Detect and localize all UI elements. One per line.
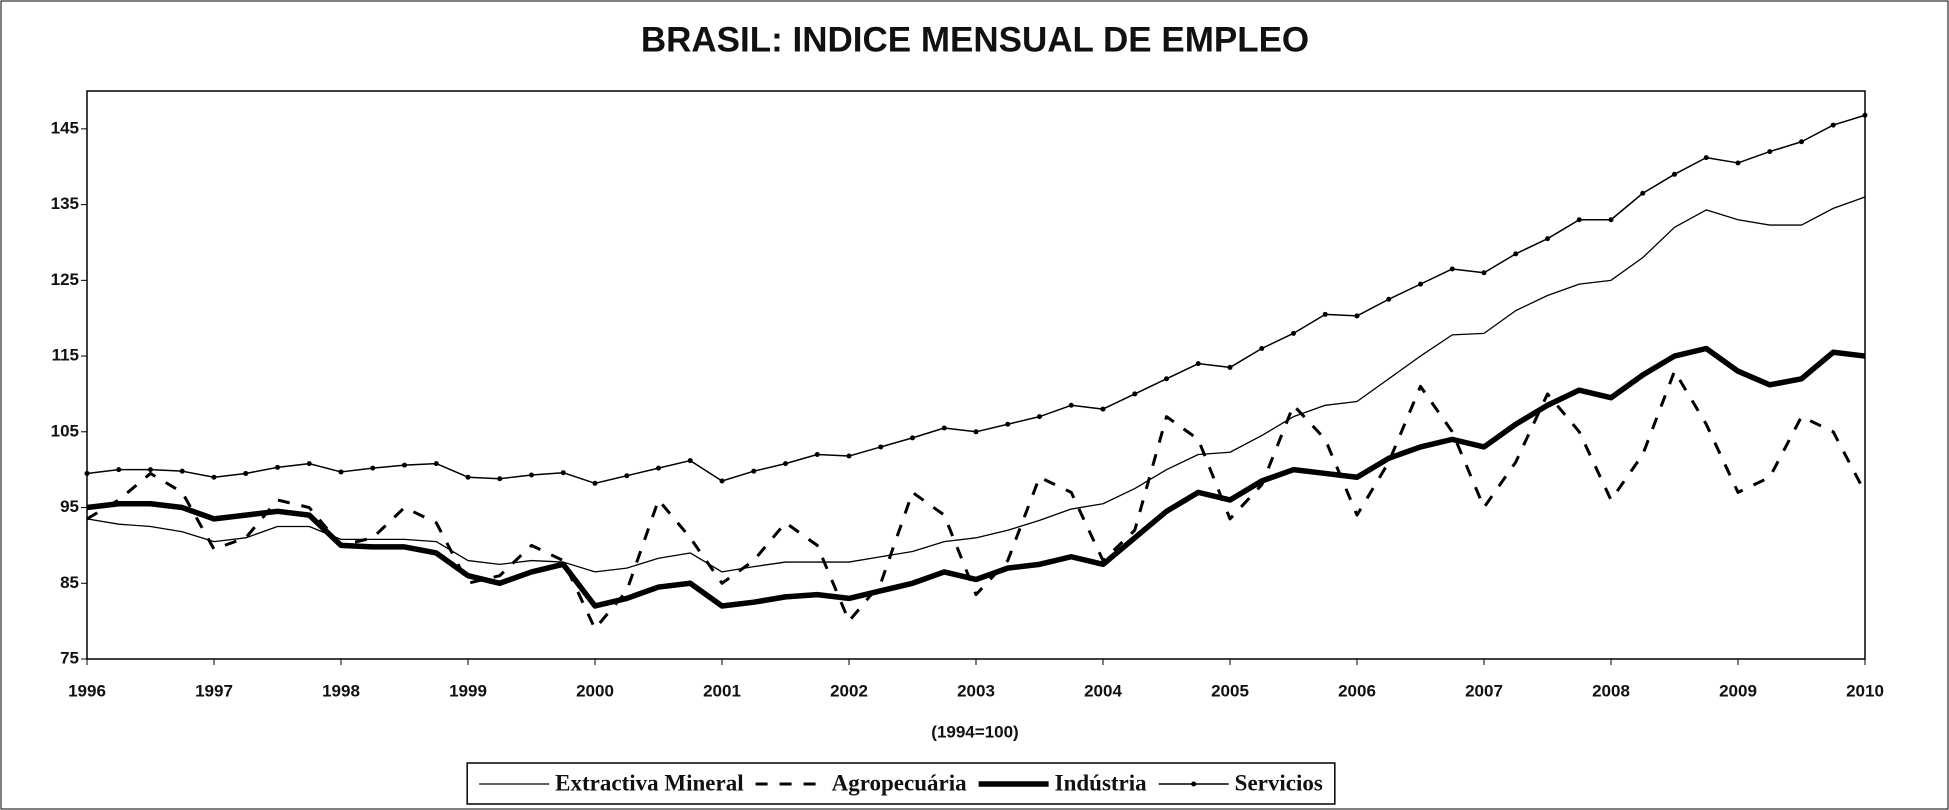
point-marker: [1830, 122, 1836, 128]
point-marker: [338, 469, 344, 475]
x-tick-label: 2002: [830, 681, 868, 700]
series-line: [86, 369, 1867, 631]
x-tick-label: 2010: [1846, 681, 1884, 700]
x-tick-label: 2003: [957, 681, 995, 700]
y-tick-label: 75: [60, 648, 79, 667]
point-marker: [910, 435, 915, 441]
point-marker: [1037, 414, 1042, 420]
x-tick-label: 2007: [1465, 681, 1503, 700]
x-tick-label: 1997: [195, 681, 233, 700]
point-marker: [687, 458, 693, 464]
point-marker: [560, 470, 566, 476]
point-marker: [370, 465, 376, 471]
x-tick-label: 2005: [1211, 681, 1249, 700]
point-marker: [719, 478, 725, 484]
point-marker: [84, 470, 90, 476]
legend-label: Servicios: [1235, 770, 1323, 795]
y-tick-label: 95: [60, 497, 79, 516]
point-marker: [1576, 217, 1582, 223]
point-marker: [1132, 391, 1138, 397]
point-marker: [433, 461, 439, 467]
chart-title: BRASIL: INDICE MENSUAL DE EMPLEO: [641, 20, 1309, 59]
series-line: [86, 196, 1866, 573]
series-line: [86, 345, 1866, 609]
x-tick-label: 2006: [1338, 681, 1376, 700]
point-marker: [275, 464, 280, 470]
point-marker: [656, 465, 661, 471]
point-marker: [1735, 160, 1741, 166]
point-marker: [846, 453, 852, 459]
point-marker: [783, 461, 788, 467]
point-marker: [1449, 266, 1455, 272]
point-marker: [1100, 406, 1106, 412]
y-tick-label: 115: [52, 346, 79, 365]
legend-label: Extractiva Mineral: [555, 770, 743, 795]
point-marker: [529, 472, 534, 478]
point-marker: [878, 444, 884, 450]
point-marker: [751, 468, 757, 474]
point-marker: [1703, 155, 1709, 161]
point-marker: [1005, 421, 1011, 427]
point-marker: [1354, 313, 1360, 319]
point-marker: [1259, 345, 1265, 351]
point-marker: [497, 476, 503, 482]
x-tick-label: 2008: [1592, 681, 1630, 700]
point-marker: [973, 429, 979, 435]
x-tick-label: 2009: [1719, 681, 1757, 700]
y-tick-label: 125: [51, 270, 79, 289]
y-tick-label: 85: [60, 573, 79, 592]
point-marker: [402, 462, 407, 468]
point-marker: [243, 470, 249, 476]
point-marker: [941, 425, 947, 431]
point-marker: [1164, 376, 1169, 382]
point-marker: [1672, 171, 1677, 177]
point-marker: [592, 480, 598, 486]
point-marker: [1068, 402, 1074, 408]
legend: Extractiva Mineral Agropecuária Indústria S…: [466, 762, 1336, 805]
point-marker: [1322, 311, 1328, 317]
x-tick-label: 2001: [703, 681, 741, 700]
point-marker: [1608, 217, 1614, 223]
point-marker: [624, 473, 630, 479]
point-marker: [306, 461, 312, 467]
legend-label: Indústria: [1055, 770, 1148, 795]
point-marker: [211, 474, 217, 480]
x-tick-label: 2004: [1084, 681, 1122, 700]
point-marker: [1767, 149, 1773, 155]
point-marker: [1195, 361, 1201, 367]
point-marker: [1545, 236, 1550, 242]
x-tick-label: 1998: [322, 681, 360, 700]
point-marker: [1418, 281, 1423, 287]
point-marker: [1291, 330, 1296, 336]
point-marker: [1481, 270, 1487, 276]
x-tick-label: 2000: [576, 681, 614, 700]
point-marker: [179, 468, 185, 474]
point-marker: [1513, 251, 1519, 257]
point-marker: [465, 474, 471, 480]
point-marker: [1640, 190, 1646, 196]
y-tick-label: 105: [51, 421, 79, 440]
point-marker: [1227, 364, 1233, 370]
x-axis-label: (1994=100): [931, 722, 1018, 741]
point-marker: [148, 467, 153, 473]
legend-label: Agropecuária: [832, 770, 968, 795]
legend-marker: [1191, 781, 1197, 787]
x-tick-label: 1999: [449, 681, 487, 700]
y-tick-label: 145: [51, 118, 79, 137]
point-marker: [814, 452, 820, 458]
point-marker: [1386, 296, 1392, 302]
x-tick-label: 1996: [68, 681, 106, 700]
point-marker: [1862, 112, 1868, 118]
point-marker: [1799, 139, 1804, 145]
y-tick-label: 135: [51, 194, 79, 213]
point-marker: [116, 467, 122, 473]
